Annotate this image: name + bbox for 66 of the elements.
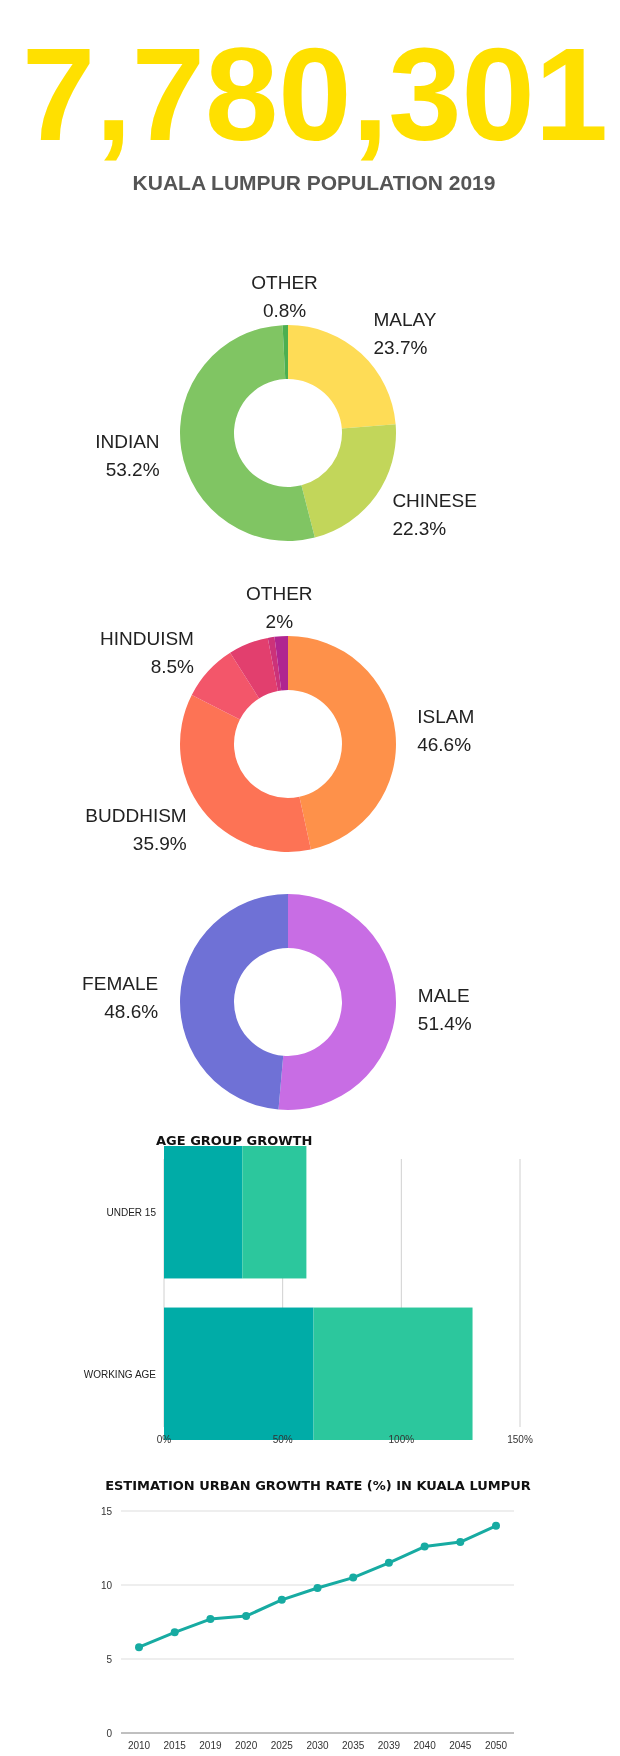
slice-label: BUDDHISM: [85, 805, 187, 827]
bar: [164, 1146, 243, 1279]
chart-title: AGE GROUP GROWTH: [156, 1133, 313, 1148]
y-tick-label: 10: [100, 1580, 113, 1591]
x-tick-label: 150%: [507, 1434, 533, 1445]
point: [420, 1542, 429, 1551]
text: 7,780,301: [22, 21, 610, 168]
x-tick-label: 50%: [272, 1434, 293, 1445]
data-label: 22.3%: [392, 518, 447, 540]
donut-slice: [282, 325, 288, 380]
y-tick-label: WORKING AGE: [83, 1368, 157, 1380]
x-tick-label: 2039: [377, 1740, 401, 1751]
data-label: 35.9%: [132, 833, 187, 855]
x-tick-label: 2045: [449, 1740, 472, 1751]
point: [456, 1538, 465, 1547]
x-tick-label: 2015: [163, 1740, 187, 1751]
data-label: 2%: [265, 611, 294, 633]
point: [206, 1615, 215, 1624]
slice-label: INDIAN: [95, 430, 160, 452]
point: [492, 1521, 500, 1530]
slice-label: OTHER: [251, 272, 318, 294]
chart-title: ESTIMATION URBAN GROWTH RATE (%) IN KUALA LUMPUR: [105, 1478, 531, 1493]
slice-label: MALAY: [373, 308, 437, 330]
point: [170, 1628, 179, 1637]
x-tick-label: 100%: [388, 1434, 415, 1445]
point: [135, 1643, 143, 1652]
data-label: 53.2%: [105, 458, 160, 480]
data-label: 23.7%: [373, 336, 428, 358]
y-tick-label: 5: [106, 1654, 113, 1665]
donut-slice: [274, 636, 288, 691]
slice-label: FEMALE: [82, 972, 159, 994]
point: [277, 1595, 286, 1604]
donut-slice: [288, 636, 396, 850]
x-tick-label: 2010: [127, 1740, 151, 1751]
text: KUALA LUMPUR POPULATION 2019: [132, 171, 496, 194]
donut-slice: [180, 325, 315, 541]
point: [384, 1558, 393, 1567]
data-label: 8.5%: [150, 656, 195, 678]
x-tick-label: 2019: [199, 1740, 222, 1751]
x-tick-label: 2030: [306, 1740, 330, 1751]
data-label: 51.4%: [417, 1013, 472, 1035]
x-tick-label: 2040: [413, 1740, 437, 1751]
x-tick-label: 2020: [234, 1740, 258, 1751]
x-tick-label: 2025: [270, 1740, 294, 1751]
data-label: 0.8%: [262, 300, 307, 322]
x-tick-label: 2035: [342, 1740, 365, 1751]
slice-label: MALE: [417, 985, 470, 1007]
donut-slice: [230, 637, 278, 699]
slice-label: HINDUISM: [99, 628, 194, 650]
y-tick-label: 15: [100, 1506, 113, 1517]
donut-slice: [180, 894, 288, 1110]
y-tick-label: UNDER 15: [106, 1207, 157, 1219]
data-label: 46.6%: [417, 734, 472, 756]
x-tick-label: 0%: [156, 1434, 172, 1445]
donut-slice: [278, 894, 396, 1110]
donut-slice: [267, 636, 282, 691]
point: [313, 1583, 322, 1592]
point: [242, 1612, 251, 1621]
slice-label: CHINESE: [392, 490, 477, 512]
point: [349, 1573, 358, 1582]
y-tick-label: 0: [106, 1728, 113, 1739]
bar: [242, 1146, 307, 1279]
data-label: 48.6%: [104, 1000, 159, 1022]
x-tick-label: 2050: [484, 1740, 508, 1751]
slice-label: ISLAM: [417, 706, 475, 728]
slice-label: OTHER: [246, 583, 313, 605]
